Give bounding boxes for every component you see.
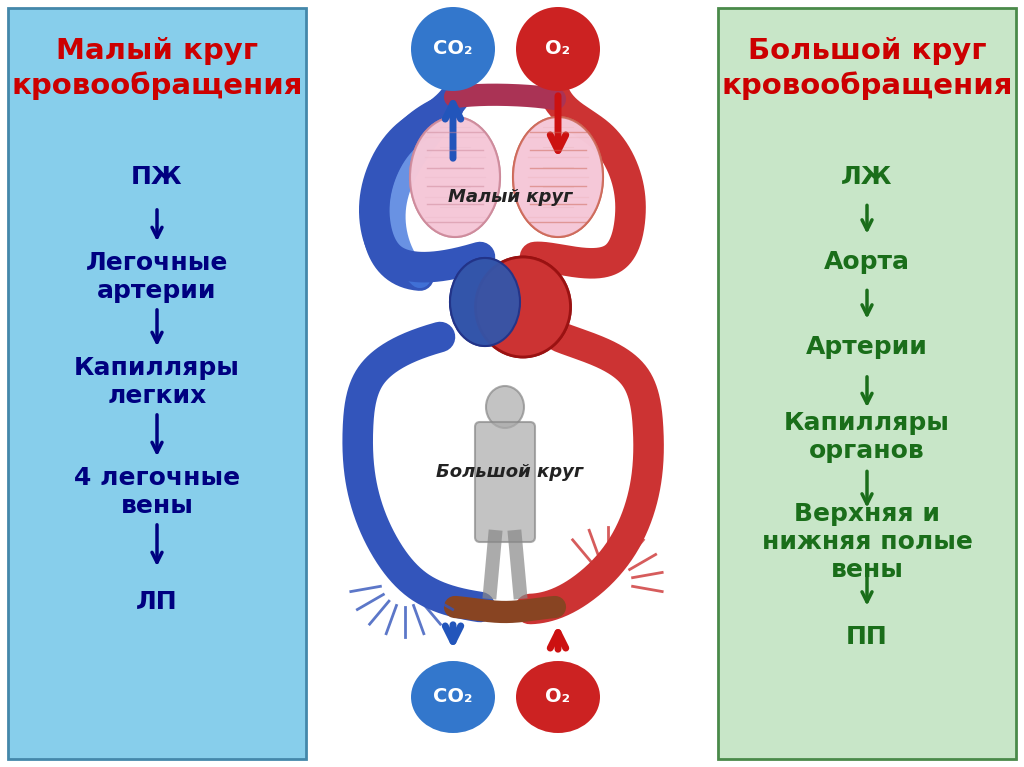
- Text: 4 легочные
вены: 4 легочные вены: [74, 466, 240, 518]
- Text: Аорта: Аорта: [824, 250, 910, 274]
- Ellipse shape: [475, 257, 570, 357]
- FancyBboxPatch shape: [718, 8, 1016, 759]
- Text: O₂: O₂: [546, 687, 570, 706]
- FancyBboxPatch shape: [310, 8, 714, 759]
- Ellipse shape: [513, 117, 603, 237]
- Text: Легочные
артерии: Легочные артерии: [86, 251, 228, 303]
- Text: Малый круг: Малый круг: [447, 188, 572, 206]
- Ellipse shape: [450, 258, 520, 346]
- Ellipse shape: [516, 661, 600, 733]
- FancyBboxPatch shape: [8, 8, 306, 759]
- Ellipse shape: [450, 258, 520, 346]
- Ellipse shape: [410, 117, 500, 237]
- Text: Капилляры
легких: Капилляры легких: [74, 356, 240, 408]
- FancyBboxPatch shape: [475, 422, 535, 542]
- Text: ПЖ: ПЖ: [131, 165, 183, 189]
- Text: ПП: ПП: [846, 625, 888, 649]
- Ellipse shape: [410, 117, 500, 237]
- Text: Малый круг
кровообращения: Малый круг кровообращения: [11, 37, 303, 100]
- Text: Верхняя и
нижняя полые
вены: Верхняя и нижняя полые вены: [762, 502, 973, 582]
- Ellipse shape: [516, 7, 600, 91]
- Text: Большой круг: Большой круг: [436, 463, 584, 481]
- Text: Артерии: Артерии: [806, 335, 928, 359]
- Ellipse shape: [513, 117, 603, 237]
- Text: Капилляры
органов: Капилляры органов: [784, 411, 950, 463]
- Text: ЛП: ЛП: [136, 590, 178, 614]
- Ellipse shape: [475, 257, 570, 357]
- Text: Большой круг
кровообращения: Большой круг кровообращения: [721, 37, 1013, 100]
- Text: CO₂: CO₂: [433, 39, 473, 58]
- Text: O₂: O₂: [546, 39, 570, 58]
- Ellipse shape: [486, 386, 524, 428]
- Text: ЛЖ: ЛЖ: [842, 165, 893, 189]
- Ellipse shape: [411, 661, 495, 733]
- Text: CO₂: CO₂: [433, 687, 473, 706]
- Ellipse shape: [411, 7, 495, 91]
